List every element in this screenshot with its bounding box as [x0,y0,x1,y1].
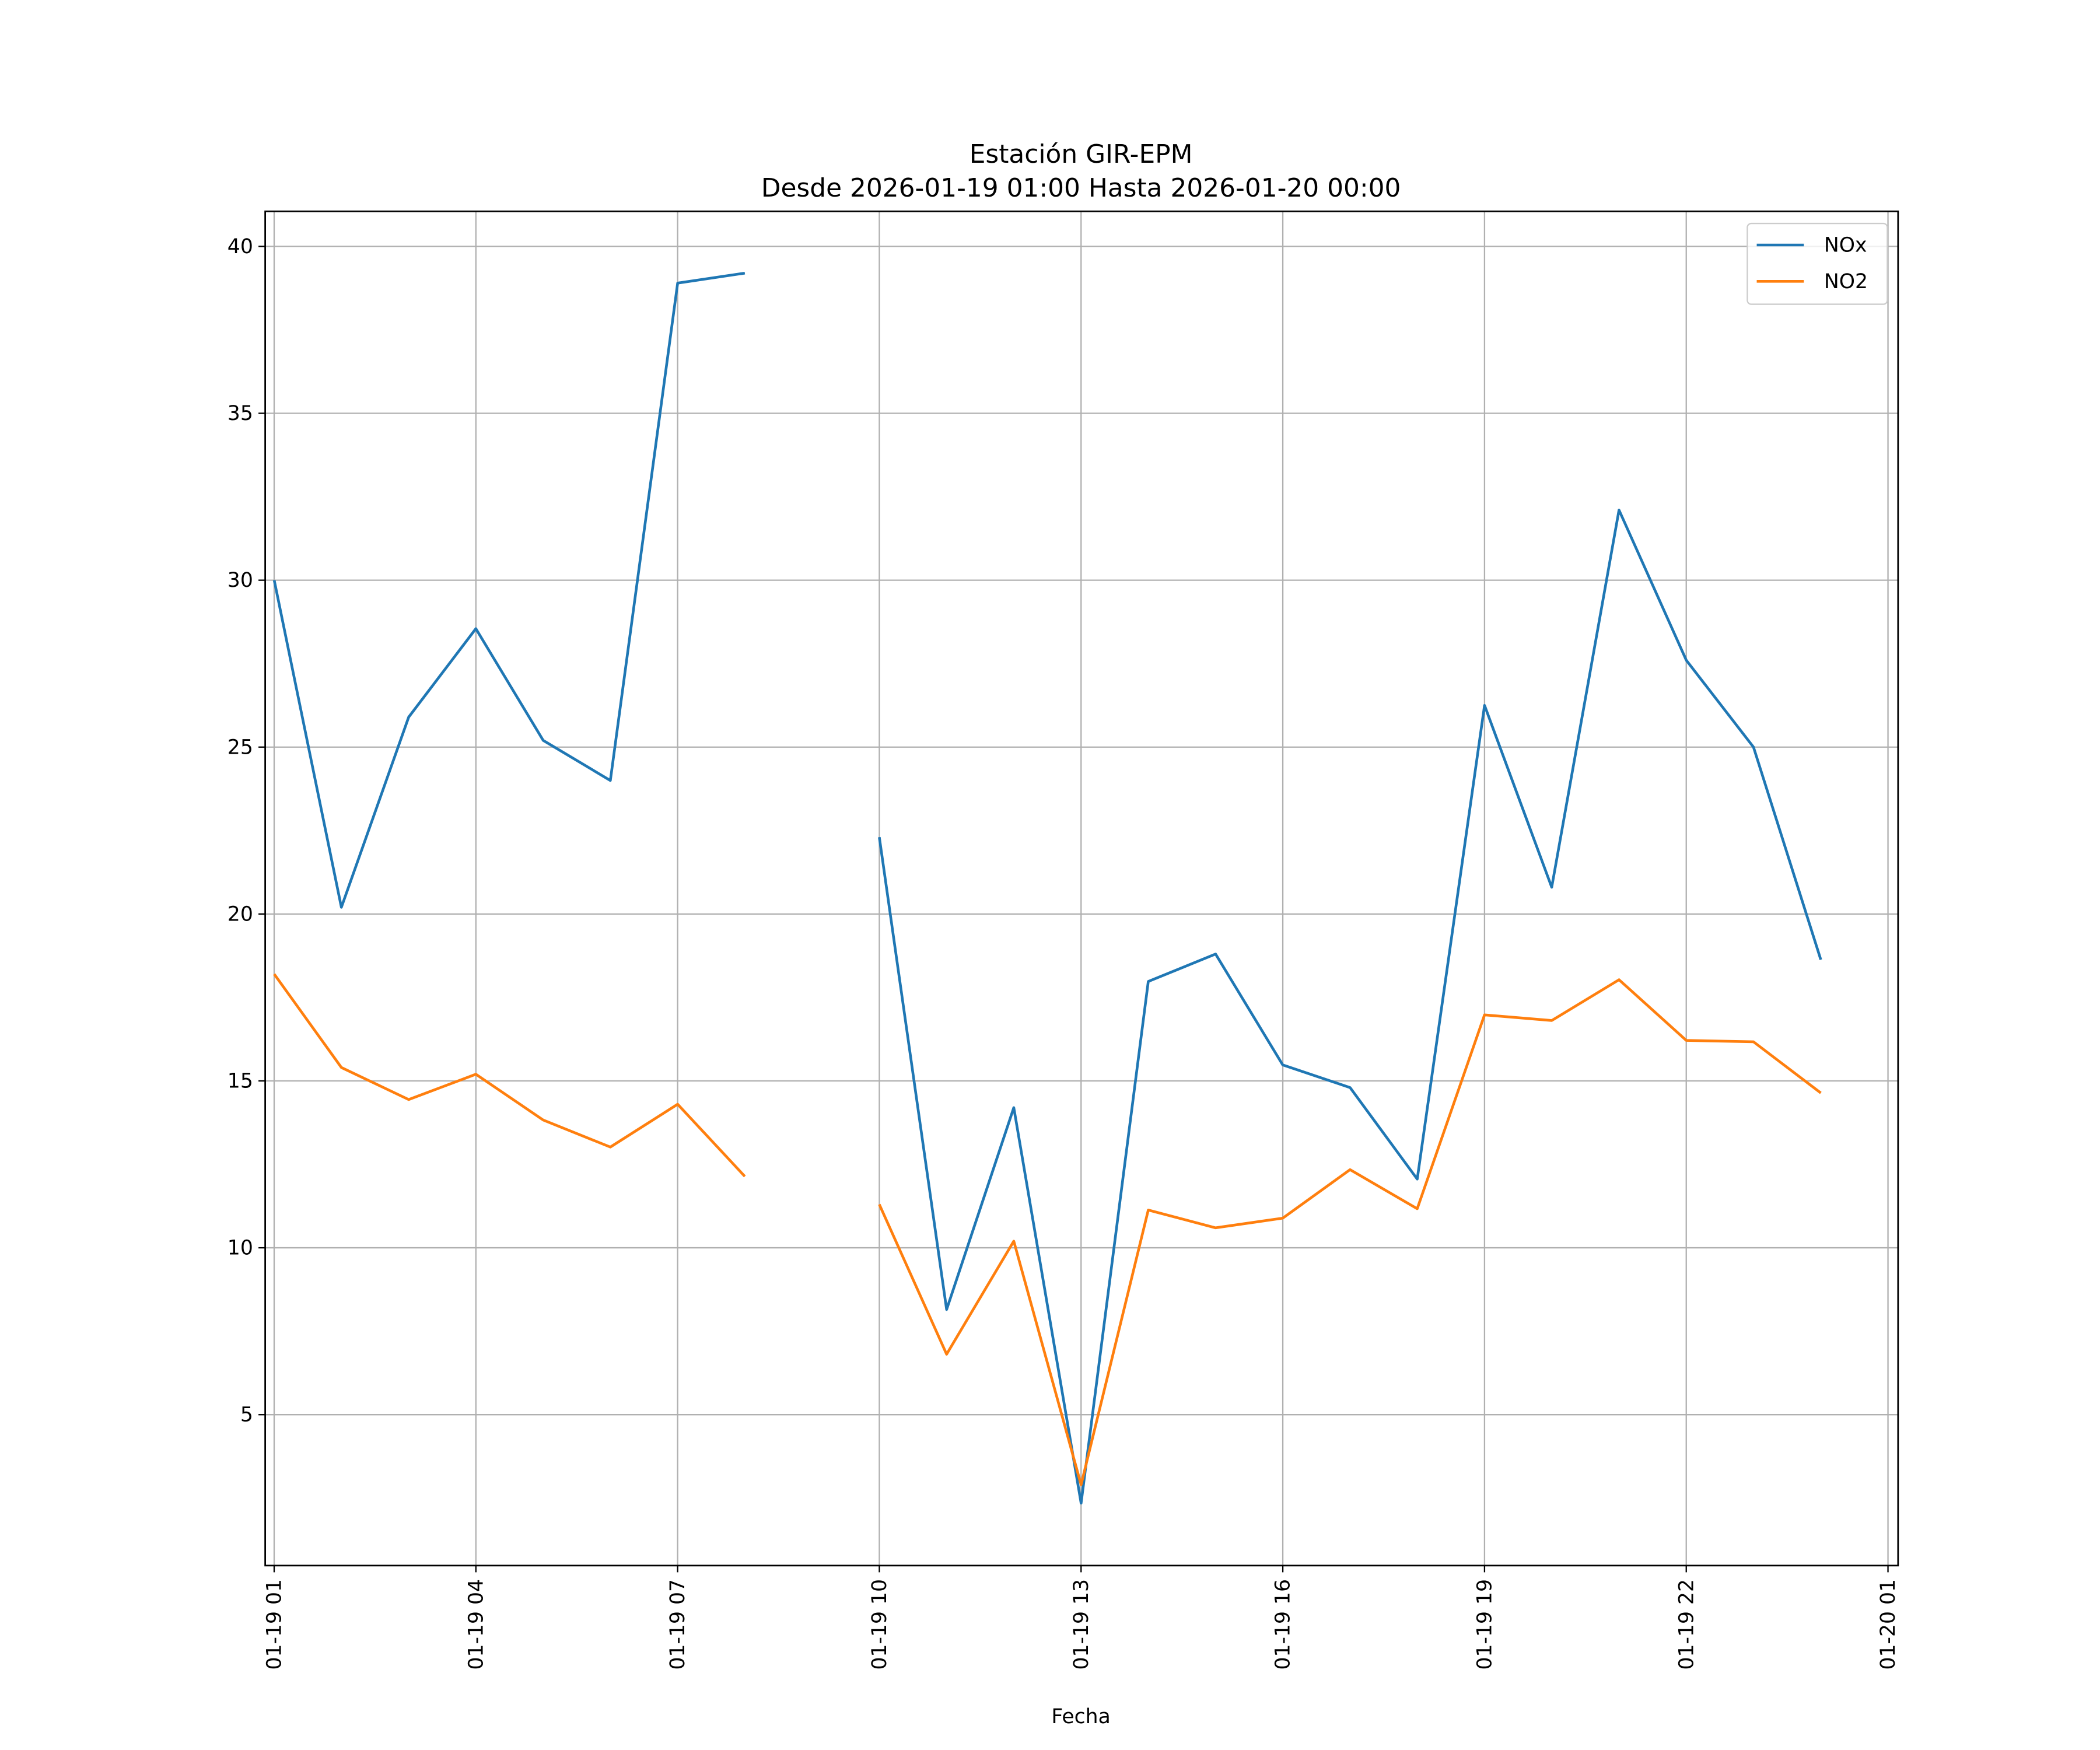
chart-subtitle: Desde 2026-01-19 01:00 Hasta 2026-01-20 … [761,173,1401,203]
y-tick-label: 35 [228,402,253,425]
y-tick-label: 20 [228,902,253,926]
x-tick-label: 01-19 19 [1473,1579,1496,1670]
series-lines [272,271,1822,1505]
legend-label-nox: NOx [1824,234,1867,257]
x-axis: 01-19 01 01-19 04 01-19 07 01-19 10 01-19 13… [263,1565,1900,1670]
x-tick-label: 01-19 13 [1070,1579,1093,1670]
x-axis-label: Fecha [1051,1705,1110,1728]
x-tick-label: 01-19 16 [1272,1579,1295,1670]
x-tick-label: 01-19 07 [666,1579,690,1670]
y-axis: 5 10 15 20 25 30 35 40 [228,235,265,1427]
y-tick-label: 40 [228,235,253,258]
x-tick-label: 01-19 22 [1675,1579,1698,1670]
x-tick-label: 01-19 01 [263,1579,286,1670]
grid [265,211,1898,1566]
y-tick-label: 25 [228,736,253,759]
chart-title: Estación GIR-EPM [970,139,1193,169]
legend-label-no2: NO2 [1824,270,1868,293]
y-tick-label: 30 [228,569,253,592]
y-tick-label: 10 [228,1237,253,1260]
y-tick-label: 15 [228,1070,253,1093]
x-tick-label: 01-19 04 [464,1579,488,1670]
x-tick-label: 01-19 10 [868,1579,891,1670]
x-tick-label: 01-20 01 [1877,1579,1900,1670]
legend: NOx NO2 [1746,222,1888,305]
y-tick-label: 5 [240,1404,253,1427]
